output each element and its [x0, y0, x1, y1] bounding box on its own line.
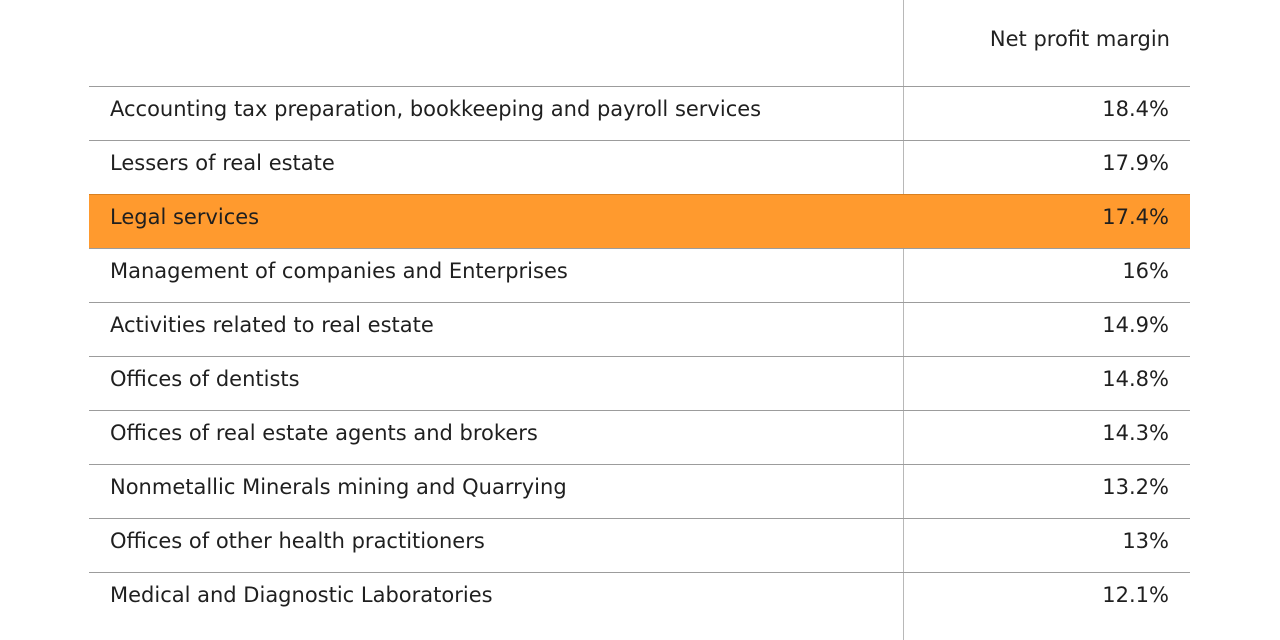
net-profit-margin-value: 18.4%	[1102, 97, 1169, 121]
net-profit-margin-value: 14.3%	[1102, 421, 1169, 445]
net-profit-margin-value: 12.1%	[1102, 583, 1169, 607]
net-profit-margin-value: 14.8%	[1102, 367, 1169, 391]
net-profit-margin-value: 16%	[1122, 259, 1169, 283]
table-row: Offices of other health practitioners 13%	[89, 518, 1190, 572]
industry-name: Offices of real estate agents and broker…	[110, 421, 538, 445]
industry-name: Offices of dentists	[110, 367, 300, 391]
table-row: Accounting tax preparation, bookkeeping …	[89, 86, 1190, 140]
table-row: Management of companies and Enterprises 1…	[89, 248, 1190, 302]
table-row: Nonmetallic Minerals mining and Quarryin…	[89, 464, 1190, 518]
industry-name: Lessers of real estate	[110, 151, 335, 175]
industry-name: Legal services	[110, 205, 260, 229]
table-row: Lessers of real estate 17.9%	[89, 140, 1190, 194]
table-row: Offices of dentists 14.8%	[89, 356, 1190, 410]
industry-name: Offices of other health practitioners	[110, 529, 485, 553]
table-row: Legal services 17.4%	[89, 194, 1190, 248]
column-divider	[903, 0, 904, 640]
net-profit-margin-value: 17.4%	[1102, 205, 1169, 229]
net-profit-margin-value: 14.9%	[1102, 313, 1169, 337]
industry-name: Management of companies and Enterprises	[110, 259, 568, 283]
table-row: Activities related to real estate 14.9%	[89, 302, 1190, 356]
column-header-net-profit-margin: Net profit margin	[989, 27, 1170, 51]
table-row: Offices of real estate agents and broker…	[89, 410, 1190, 464]
industry-name: Medical and Diagnostic Laboratories	[110, 583, 493, 607]
net-profit-margin-value: 13.2%	[1102, 475, 1169, 499]
industry-name: Activities related to real estate	[110, 313, 434, 337]
net-profit-margin-value: 13%	[1122, 529, 1169, 553]
table-row: Medical and Diagnostic Laboratories 12.1%	[89, 572, 1190, 626]
industry-name: Nonmetallic Minerals mining and Quarryin…	[110, 475, 567, 499]
industry-name: Accounting tax preparation, bookkeeping …	[110, 97, 762, 121]
net-profit-margin-value: 17.9%	[1102, 151, 1169, 175]
